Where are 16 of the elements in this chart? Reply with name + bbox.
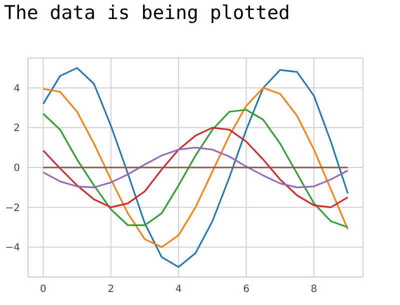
y-tick-label: −4 [5,242,20,254]
x-tick-label: 0 [40,284,46,296]
y-tick-label: −2 [5,202,20,214]
line-series [42,108,349,228]
y-tick-label: 2 [14,123,20,134]
line-series [42,146,349,188]
line-series [42,67,349,268]
chart-title: The data is being plotted [4,2,290,24]
line-series [42,126,349,208]
x-tick-label: 6 [243,284,250,296]
x-tick-label: 2 [108,284,114,296]
y-tick-label: 0 [14,163,20,174]
y-tick-label: 4 [14,83,20,94]
x-tick-label: 4 [175,284,182,296]
x-tick-label: 8 [310,284,318,296]
line-series [42,87,349,248]
